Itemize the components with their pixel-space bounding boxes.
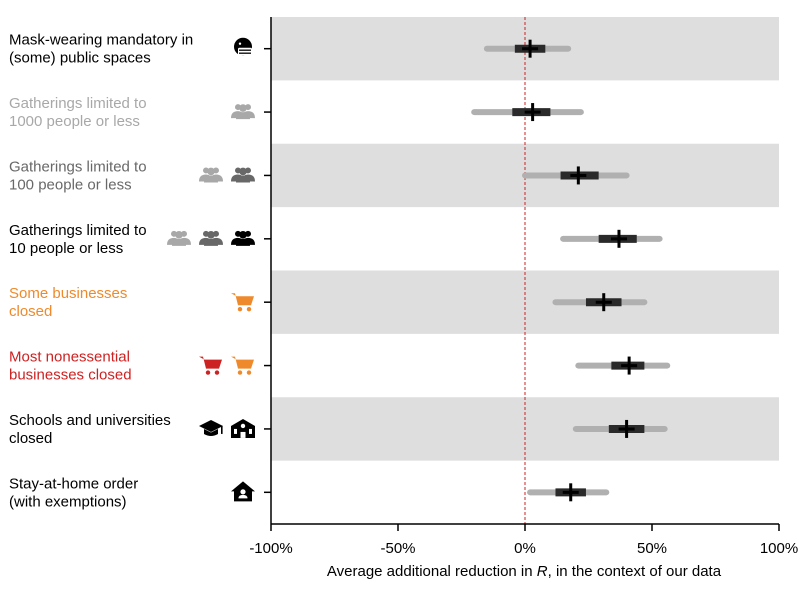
row-label: Some businesses closed <box>9 285 127 320</box>
x-axis-title: Average additional reduction in R, in th… <box>327 563 722 580</box>
row-label: Schools and universities closed <box>9 412 171 447</box>
group-icon <box>199 230 223 246</box>
row-label: Mask-wearing mandatory in (some) public s… <box>9 32 193 67</box>
row-label-line: Some businesses <box>9 285 127 302</box>
x-tick-label: 0% <box>514 540 536 557</box>
row-label-line: Schools and universities <box>9 412 171 429</box>
row-label-line: 10 people or less <box>9 240 123 257</box>
y-axis <box>264 17 272 524</box>
cart-icon <box>231 293 254 312</box>
x-tick-label: 100% <box>760 540 798 557</box>
x-tick-label: -50% <box>380 540 415 557</box>
row-label: Gatherings limited to 1000 people or less <box>9 95 147 130</box>
row-label: Gatherings limited to 10 people or less <box>9 222 147 257</box>
row-label-line: Most nonessential <box>9 349 130 366</box>
row-labels: Mask-wearing mandatory in (some) public s… <box>9 32 193 511</box>
row-label-line: 1000 people or less <box>9 113 140 130</box>
group-icon <box>231 167 255 183</box>
x-tick-label: -100% <box>249 540 292 557</box>
x-tick-label: 50% <box>637 540 667 557</box>
row-label-line: businesses closed <box>9 367 132 384</box>
school-icon <box>231 418 255 438</box>
row-label-line: (with exemptions) <box>9 493 127 510</box>
row-label-line: Mask-wearing mandatory in <box>9 32 193 49</box>
x-axis: -100% -50% 0% 50% 100% <box>249 523 798 557</box>
row-label: Stay-at-home order (with exemptions) <box>9 475 138 510</box>
row-icons <box>167 37 255 502</box>
row-label-line: Gatherings limited to <box>9 158 147 175</box>
group-icon <box>199 167 223 183</box>
row-label-line: Stay-at-home order <box>9 475 138 492</box>
cart-icon <box>231 356 254 375</box>
home-person-icon <box>231 481 255 502</box>
group-icon <box>231 230 255 246</box>
row-label-line: closed <box>9 430 52 447</box>
row-label-line: Gatherings limited to <box>9 222 147 239</box>
row-label-line: (some) public spaces <box>9 50 151 67</box>
row-label-line: Gatherings limited to <box>9 95 147 112</box>
mask-icon <box>233 37 253 57</box>
row-label: Most nonessential businesses closed <box>9 349 132 384</box>
cart-icon <box>199 356 222 375</box>
group-icon <box>167 230 191 246</box>
row-label: Gatherings limited to 100 people or less <box>9 158 147 193</box>
intervals <box>471 39 671 502</box>
row-label-line: closed <box>9 303 52 320</box>
group-icon <box>231 104 255 120</box>
row-label-line: 100 people or less <box>9 176 132 193</box>
graduation-cap-icon <box>199 419 223 436</box>
